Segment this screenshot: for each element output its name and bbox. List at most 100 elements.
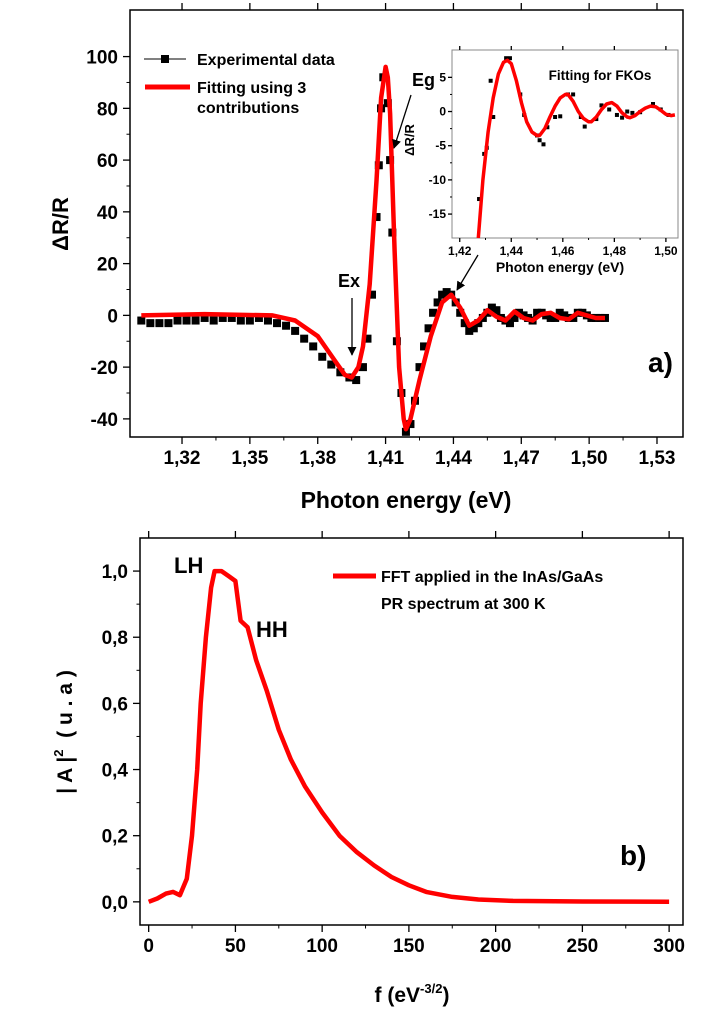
data-point — [300, 334, 309, 343]
inset-data-point — [607, 107, 612, 112]
x-tick-label: 150 — [393, 936, 425, 957]
y-tick-label: 0,0 — [102, 893, 128, 914]
data-point — [510, 313, 519, 322]
data-point — [309, 342, 318, 351]
y-axis-label-b: | A |2 ( u . a ) — [51, 670, 77, 794]
inset-data-point — [599, 103, 604, 108]
data-point — [282, 321, 291, 330]
inset-y-axis-label: ΔR/R — [402, 124, 417, 156]
x-tick-label: 1,38 — [299, 448, 336, 469]
data-point — [438, 290, 447, 299]
x-tick-label: 1,50 — [571, 448, 608, 469]
x-tick-label: 1,48 — [603, 244, 627, 258]
data-point — [245, 316, 254, 325]
data-point — [465, 326, 474, 335]
annotation-lh: LH — [174, 553, 203, 578]
data-point — [137, 316, 146, 325]
data-point — [474, 319, 483, 328]
data-point — [487, 303, 496, 312]
legend-b: FFT applied in the InAs/GaAs PR spectrum… — [333, 569, 603, 613]
plot-frame-a — [129, 9, 684, 438]
x-tick-label: 1,44 — [500, 244, 524, 258]
inset-data-point — [541, 142, 546, 147]
legend-label-fft-2: PR spectrum at 300 K — [381, 596, 546, 613]
x-axis-label-b: f (eV-3/2) — [375, 981, 450, 1007]
legend-label-fit: Fitting using 3 — [197, 80, 306, 97]
y-tick-label: 0 — [107, 306, 118, 327]
data-point — [173, 316, 182, 325]
y-tick-label: 0,2 — [102, 827, 128, 848]
y-tick-label: -20 — [91, 358, 118, 379]
fft-line — [147, 568, 670, 905]
data-point — [429, 308, 438, 317]
inset-data-point — [491, 114, 496, 119]
x-tick-label: 1,42 — [448, 244, 472, 258]
data-point — [164, 319, 173, 328]
x-tick-label: 0 — [143, 936, 154, 957]
y-tick-label: 100 — [86, 48, 118, 69]
y-tick-label: 1,0 — [102, 562, 128, 583]
inset-axis-ticks: 1,42 1,44 1,46 1,48 1,50 -15 -10 -5 0 5 — [429, 46, 678, 258]
x-tick-label: 200 — [480, 936, 512, 957]
data-point — [546, 313, 555, 322]
y-tick-label: 0 — [439, 105, 446, 119]
data-point — [209, 316, 218, 325]
y-tick-label: -10 — [429, 173, 447, 187]
data-point — [368, 290, 377, 299]
x-tick-label: 1,32 — [164, 448, 201, 469]
x-tick-label: 1,46 — [551, 244, 575, 258]
inset-data-point — [537, 138, 542, 143]
y-tick-label: 0,8 — [102, 628, 128, 649]
legend-label-experimental: Experimental data — [197, 52, 335, 69]
data-point — [182, 316, 191, 325]
x-tick-label: 1,50 — [654, 244, 678, 258]
legend-label-fit-2: contributions — [197, 100, 299, 117]
data-point — [469, 324, 478, 333]
data-point — [358, 363, 367, 372]
y-axis-label-a: ΔR/R — [48, 197, 73, 251]
y-tick-label: 0,4 — [102, 761, 129, 782]
data-point — [442, 288, 451, 297]
data-point — [555, 308, 564, 317]
x-tick-label: 300 — [653, 936, 685, 957]
arrow-eg — [392, 94, 412, 149]
x-axis-label-a: Photon energy (eV) — [301, 487, 512, 513]
annotation-eg: Eg — [412, 70, 435, 90]
y-tick-label: 40 — [97, 203, 118, 224]
data-point — [200, 313, 209, 322]
axis-ticks-b: 0 50 100 150 200 250 300 0,0 0,2 0,4 0,6 0,8 1,0 — [102, 531, 685, 957]
inset-data-point — [558, 114, 563, 119]
data-point — [352, 376, 361, 385]
y-tick-label: 80 — [97, 99, 118, 120]
data-point — [273, 319, 282, 328]
data-point — [401, 427, 410, 436]
fit-line — [141, 64, 605, 432]
plot-frame-b — [139, 537, 684, 926]
inset-data-point — [614, 112, 619, 117]
inset-data-point — [504, 56, 509, 61]
data-point — [146, 319, 155, 328]
data-point — [263, 316, 272, 325]
inset-data-point — [620, 115, 625, 120]
data-point — [372, 213, 381, 222]
data-point — [415, 363, 424, 372]
x-tick-label: 1,35 — [231, 448, 268, 469]
x-tick-label: 1,53 — [638, 448, 675, 469]
inset-title: Fitting for FKOs — [549, 68, 652, 83]
inset-data-point — [545, 125, 550, 130]
arrow-fko — [456, 254, 479, 291]
inset-chart: 1,42 1,44 1,46 1,48 1,50 -15 -10 -5 0 5 Fitting f… — [402, 46, 679, 275]
data-point — [291, 326, 300, 335]
panel-b: 0 50 100 150 200 250 300 0,0 0,2 0,4 0,6 0,8 1,0 f (… — [51, 531, 685, 1007]
inset-data-point — [651, 102, 656, 107]
panel-label-a: a) — [648, 347, 673, 378]
inset-data-point — [625, 109, 630, 114]
y-tick-label: 5 — [439, 70, 446, 84]
data-point — [533, 308, 542, 317]
inset-data-point — [507, 56, 512, 61]
data-point — [420, 342, 429, 351]
annotation-hh: HH — [256, 617, 288, 642]
data-point — [492, 306, 501, 315]
data-point — [363, 334, 372, 343]
